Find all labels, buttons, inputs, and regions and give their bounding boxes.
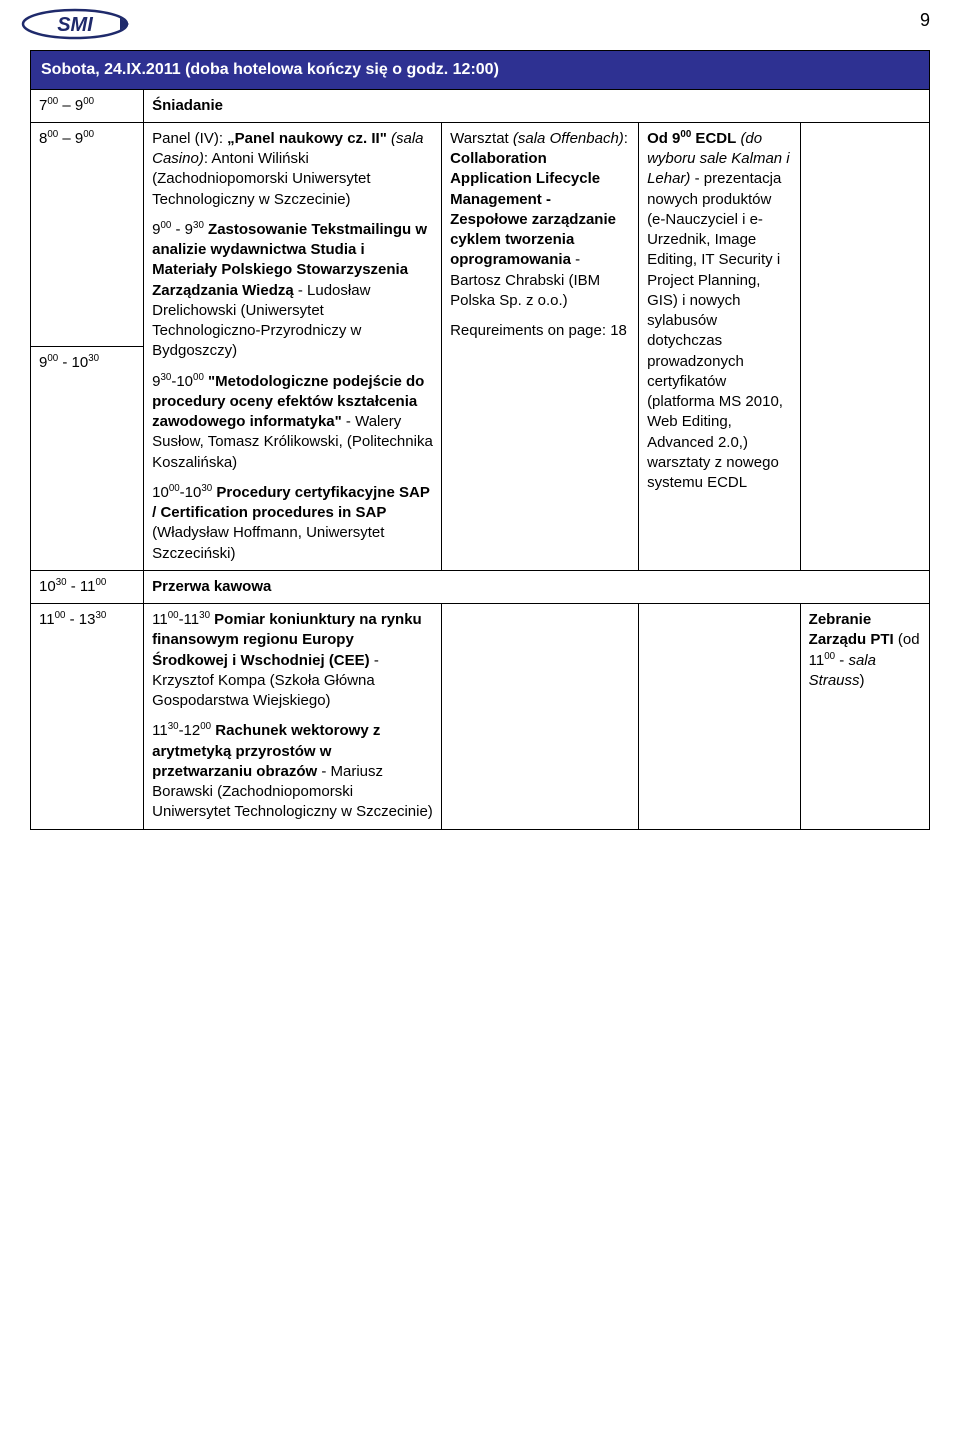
requirements-text: Requreiments on page: 18 <box>450 321 630 341</box>
page-header: SMI 9 <box>0 0 960 50</box>
panel-item: 1000-1030 Procedury certyfikacyjne SAP /… <box>152 483 433 564</box>
time-cell: 700 – 900 <box>31 89 144 122</box>
workshop-text: Warsztat (sala Offenbach): Collaboration… <box>450 129 630 311</box>
empty-cell <box>442 604 639 830</box>
time-cell: 1100 - 1330 <box>31 604 144 830</box>
session-cell: 1100-1130 Pomiar koniunktury na rynku fi… <box>144 604 442 830</box>
row-breakfast: 700 – 900 Śniadanie <box>31 89 930 122</box>
time-cell: 900 - 1030 <box>31 346 144 570</box>
panel-item: 930-1000 "Metodologiczne podejście do pr… <box>152 372 433 473</box>
empty-cell <box>800 122 929 570</box>
empty-cell <box>639 604 801 830</box>
day-header-row: Sobota, 24.IX.2011 (doba hotelowa kończy… <box>31 51 930 90</box>
meeting-text: Zebranie Zarządu PTI (od 1100 - sala Str… <box>809 610 921 691</box>
panel-item: 900 - 930 Zastosowanie Tekstmailingu w a… <box>152 220 433 362</box>
ecdl-text: Od 900 ECDL (do wyboru sale Kalman i Leh… <box>647 129 792 494</box>
time-cell: 800 – 900 <box>31 122 144 346</box>
row-11-1330: 1100 - 1330 1100-1130 Pomiar koniunktury… <box>31 604 930 830</box>
schedule-table: Sobota, 24.IX.2011 (doba hotelowa kończy… <box>30 50 930 830</box>
workshop-cell: Warsztat (sala Offenbach): Collaboration… <box>442 122 639 570</box>
page-number: 9 <box>920 6 930 31</box>
schedule-content: Sobota, 24.IX.2011 (doba hotelowa kończy… <box>0 50 960 850</box>
breakfast-cell: Śniadanie <box>144 89 930 122</box>
svg-text:SMI: SMI <box>57 14 93 36</box>
smi-logo: SMI <box>20 6 130 46</box>
row-break: 1030 - 1100 Przerwa kawowa <box>31 570 930 603</box>
day-header-cell: Sobota, 24.IX.2011 (doba hotelowa kończy… <box>31 51 930 90</box>
row-8-9: 800 – 900 Panel (IV): „Panel naukowy cz.… <box>31 122 930 346</box>
break-cell: Przerwa kawowa <box>144 570 930 603</box>
session-item: 1100-1130 Pomiar koniunktury na rynku fi… <box>152 610 433 711</box>
meeting-cell: Zebranie Zarządu PTI (od 1100 - sala Str… <box>800 604 929 830</box>
time-cell: 1030 - 1100 <box>31 570 144 603</box>
panel-title: Panel (IV): „Panel naukowy cz. II" (sala… <box>152 129 433 210</box>
ecdl-cell: Od 900 ECDL (do wyboru sale Kalman i Leh… <box>639 122 801 570</box>
panel-cell: Panel (IV): „Panel naukowy cz. II" (sala… <box>144 122 442 570</box>
session-item: 1130-1200 Rachunek wektorowy z arytmetyk… <box>152 721 433 822</box>
